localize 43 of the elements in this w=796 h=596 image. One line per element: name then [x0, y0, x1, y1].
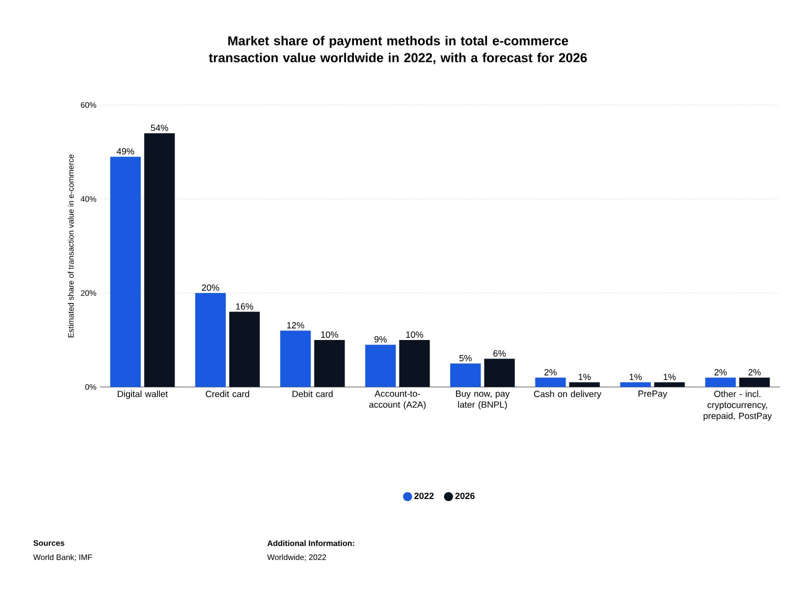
data-label: 9% [374, 336, 387, 343]
data-label: 1% [630, 374, 642, 380]
data-label: 6% [493, 350, 506, 357]
data-label: 2% [748, 369, 761, 376]
bar [569, 382, 600, 388]
x-tick-label: Digital wallet [118, 390, 168, 399]
bar [484, 358, 515, 388]
legend-label: 2022 [414, 492, 434, 500]
bar [314, 340, 345, 388]
x-tick-label: PrePay [638, 390, 668, 399]
data-label: 10% [321, 331, 338, 338]
data-label: 49% [116, 148, 134, 155]
bar [280, 330, 311, 388]
data-label: 5% [459, 355, 472, 362]
x-tick-label: Buy now, pay later (BNPL) [456, 390, 510, 410]
data-label: 10% [406, 331, 424, 338]
bar [195, 293, 226, 388]
data-label: 54% [150, 124, 168, 132]
x-tick-label: Cash on delivery [534, 390, 602, 399]
legend-label: 2026 [455, 492, 475, 500]
x-tick-label: Debit card [292, 390, 333, 398]
bar [450, 364, 481, 388]
bar [739, 378, 770, 388]
x-tick-label: Credit card [206, 390, 250, 398]
bar [620, 382, 651, 388]
x-tick-label: Account-to-account (A2A) [369, 390, 426, 410]
data-label: 1% [578, 374, 591, 380]
chart-title: Market share of payment methods in total e-commerce transaction value worldwide in 2022, with a forecast for 2026 [208, 36, 587, 64]
bar [705, 378, 736, 388]
bar [229, 312, 260, 388]
bar [110, 156, 141, 388]
data-label: 12% [287, 322, 304, 328]
data-label: 2% [714, 369, 727, 376]
data-label: 16% [236, 303, 254, 310]
x-tick-label: Other - incl. cryptocurrency, prepaid, PostPay [704, 390, 772, 421]
data-label: 2% [544, 369, 557, 376]
bar [144, 133, 175, 388]
bar [654, 382, 685, 388]
data-label: 20% [202, 284, 220, 291]
bar [399, 340, 430, 388]
data-label: 1% [664, 374, 676, 380]
bar [365, 344, 396, 388]
bar [535, 378, 566, 388]
